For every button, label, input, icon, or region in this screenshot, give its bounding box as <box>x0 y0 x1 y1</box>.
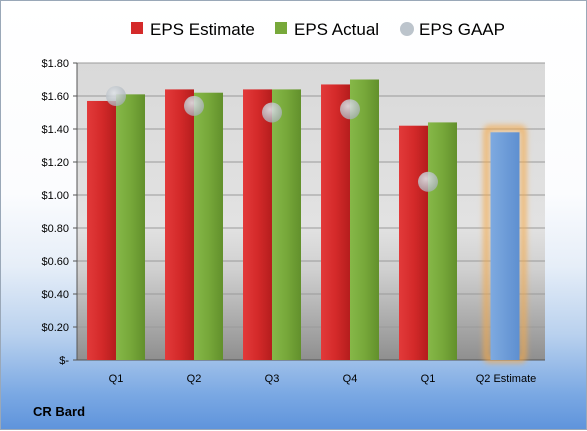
bar-q2-estimate <box>490 132 520 360</box>
x-tick-label: Q1 <box>109 373 124 385</box>
bar-eps-estimate <box>243 89 272 361</box>
y-tick-label: $- <box>59 355 69 367</box>
bar-eps-estimate <box>321 84 350 360</box>
y-tick-label: $0.60 <box>41 256 69 268</box>
legend-label: EPS Actual <box>294 20 379 39</box>
marker-eps-gaap <box>262 102 282 123</box>
company-name: CR Bard <box>33 404 86 419</box>
legend-swatch <box>275 22 287 34</box>
bar-eps-estimate <box>399 125 428 360</box>
y-axis: $- $0.20 $0.40 $0.60 $0.80 $1.00 $1.20 $1.40 $1.… <box>41 58 545 367</box>
y-tick-label: $0.80 <box>41 223 69 235</box>
x-axis: Q1 Q2 Q3 Q4 Q1 Q2 Estimate <box>109 373 537 385</box>
legend: EPS Estimate EPS Actual EPS GAAP <box>131 20 505 39</box>
y-tick-label: $1.40 <box>41 124 69 136</box>
y-tick-label: $0.40 <box>41 289 69 301</box>
gridlines <box>77 62 545 361</box>
marker-eps-gaap <box>418 171 438 192</box>
legend-label: EPS GAAP <box>419 20 505 39</box>
y-tick-label: $1.80 <box>41 58 69 70</box>
y-tick-label: $1.00 <box>41 190 69 202</box>
y-tick-label: $0.20 <box>41 322 69 334</box>
x-tick-label: Q2 Estimate <box>476 373 537 385</box>
bar-eps-estimate <box>165 89 194 361</box>
legend-label: EPS Estimate <box>150 20 255 39</box>
marker-eps-gaap <box>340 99 360 120</box>
legend-swatch <box>131 22 143 34</box>
marker-eps-gaap <box>184 95 204 116</box>
y-tick-label: $1.20 <box>41 157 69 169</box>
x-tick-label: Q2 <box>187 373 202 385</box>
legend-swatch <box>400 22 414 36</box>
plot-area <box>77 63 545 360</box>
bar-eps-estimate <box>87 100 116 360</box>
bar-eps-actual <box>350 79 379 360</box>
y-tick-label: $1.60 <box>41 91 69 103</box>
bar-eps-actual <box>194 92 223 360</box>
bars <box>87 79 527 363</box>
marker-eps-gaap <box>106 86 126 106</box>
bar-eps-actual <box>116 94 145 360</box>
bar-eps-actual <box>428 122 457 361</box>
x-tick-label: Q4 <box>343 373 358 385</box>
x-tick-label: Q3 <box>265 373 280 385</box>
bar-eps-actual <box>272 89 301 361</box>
x-tick-label: Q1 <box>421 373 436 385</box>
